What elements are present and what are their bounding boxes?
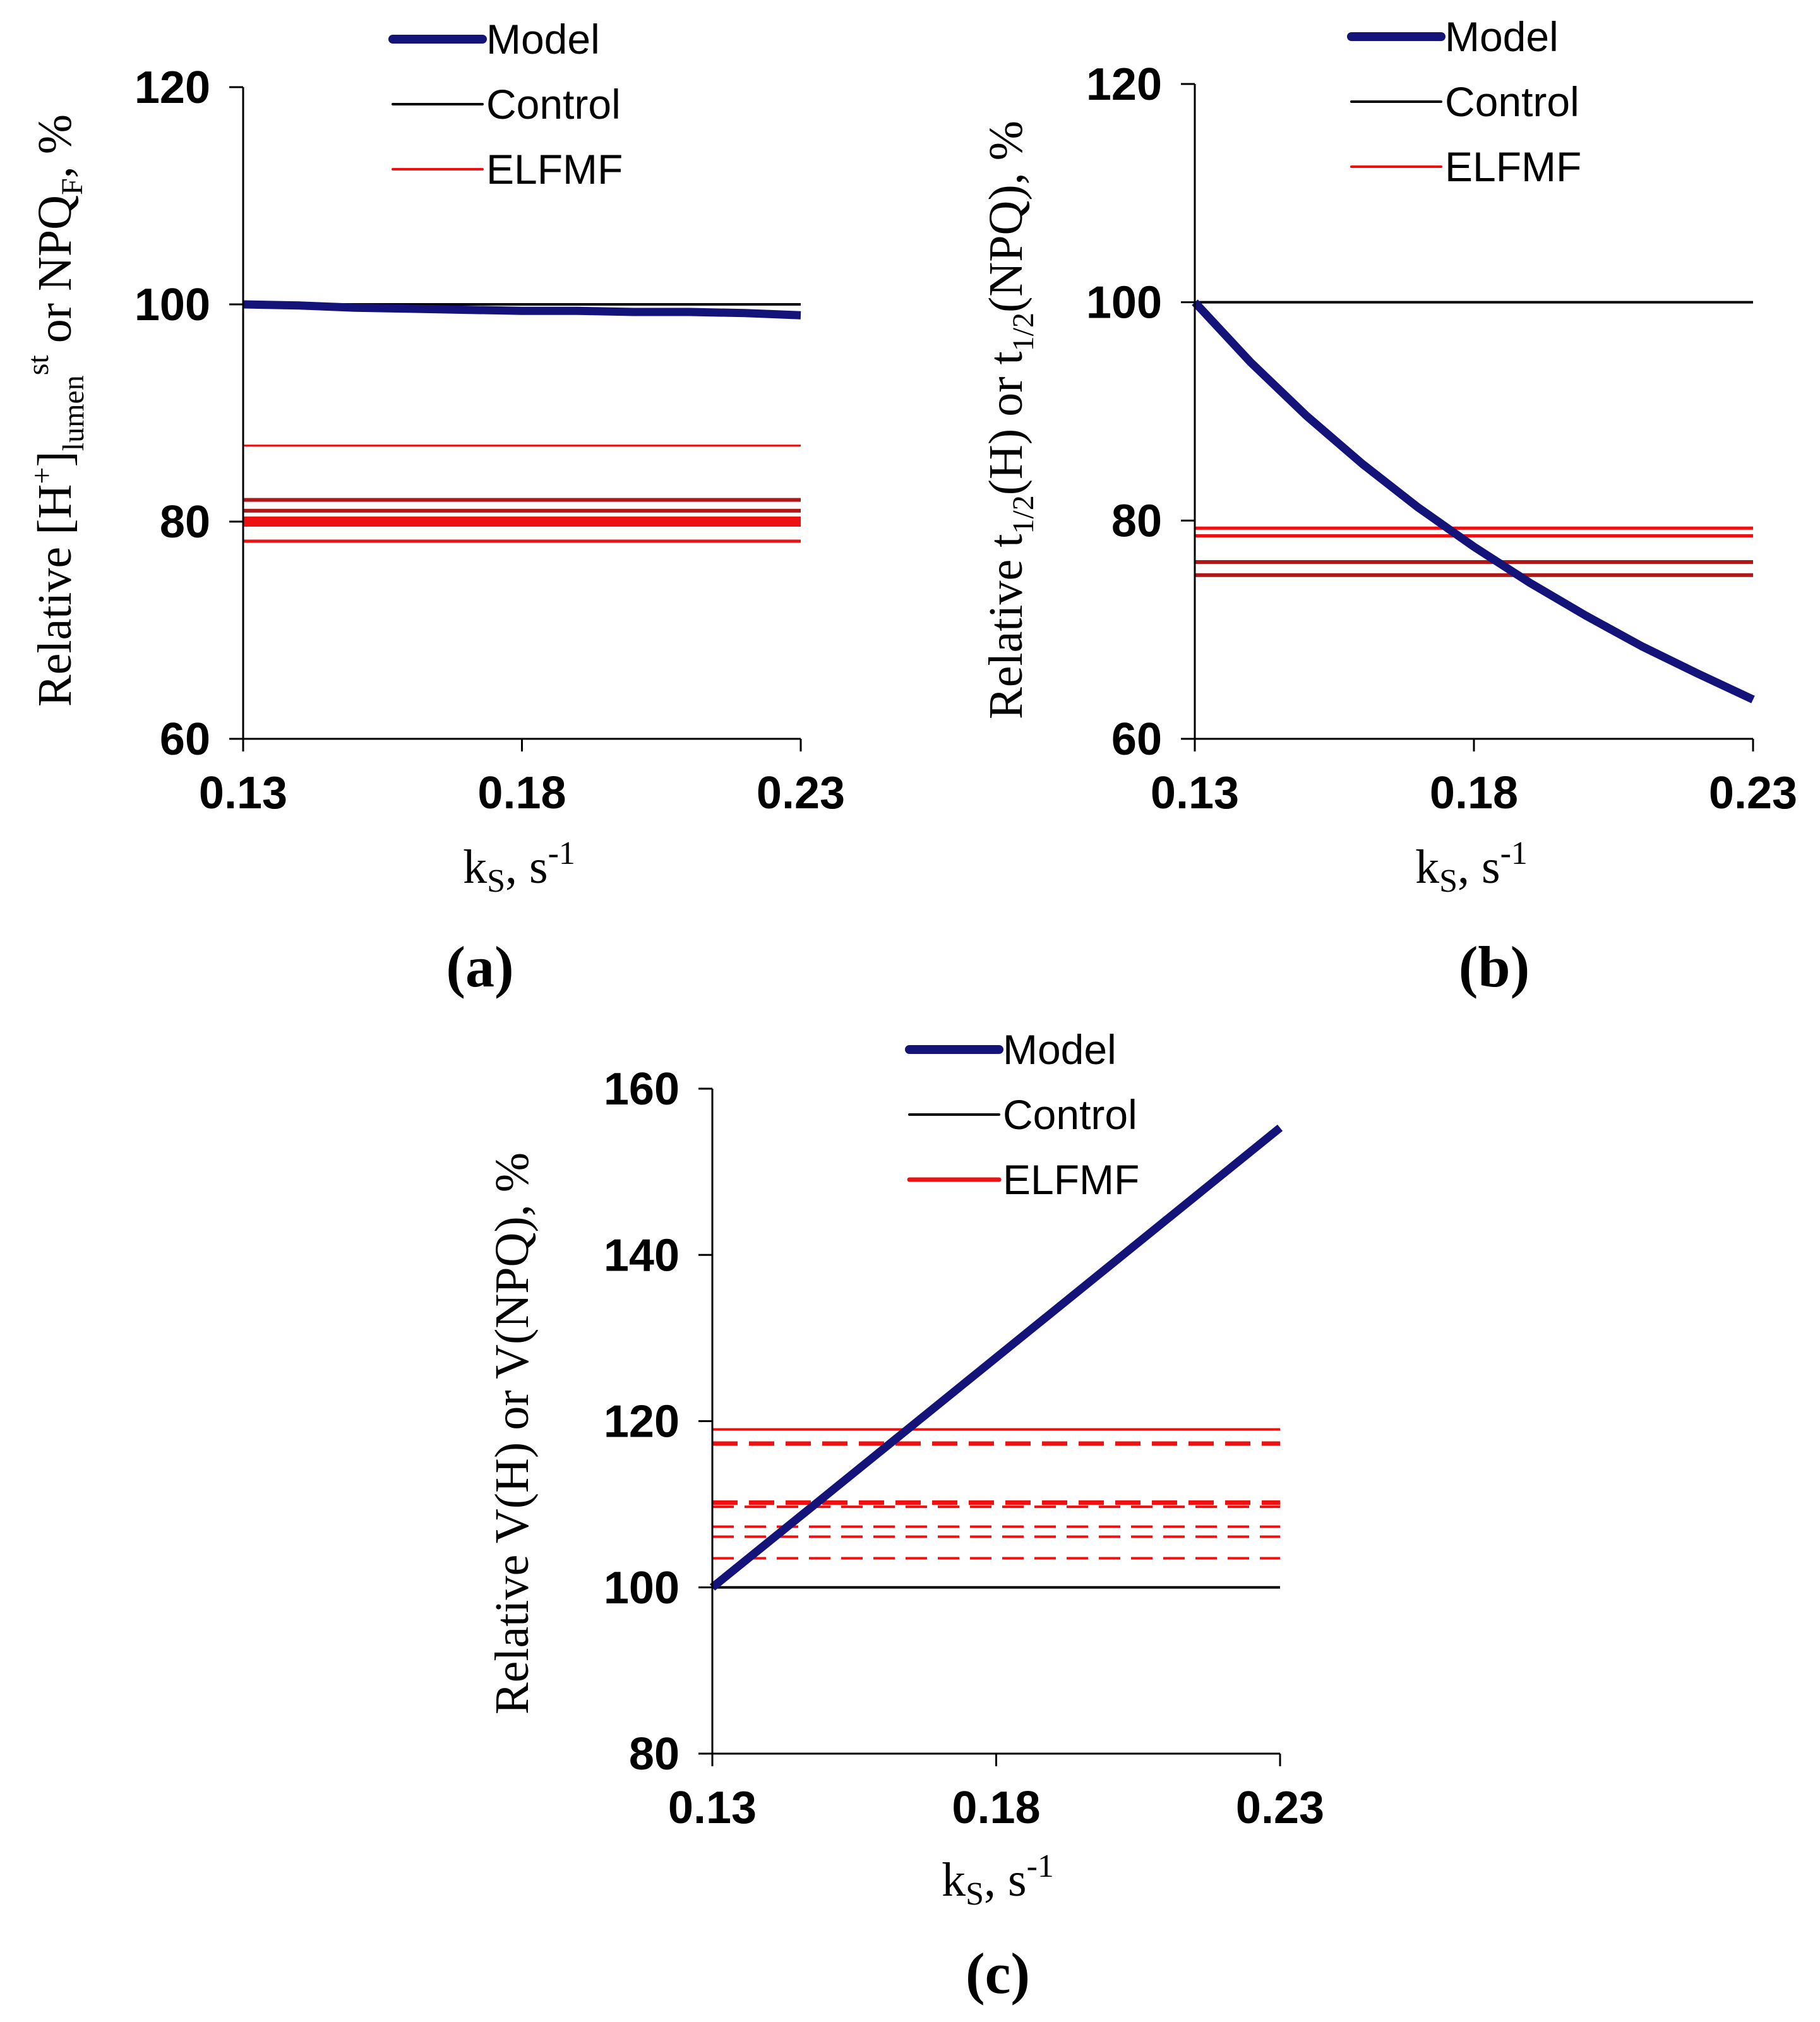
panel-b-y-axis-label: Relative t1/2(H) or t1/2(NPQ), %	[979, 121, 1040, 719]
panel-c-x-tick-label: 0.13	[668, 1783, 757, 1833]
panel-c-y-tick-label: 120	[604, 1397, 680, 1447]
panel-b-y-tick-label: 100	[1086, 278, 1162, 328]
panel-c-y-tick-label: 160	[604, 1064, 680, 1115]
panel-a-legend-label-model: Model	[486, 16, 600, 63]
panel-b-x-tick-label: 0.23	[1709, 768, 1797, 818]
panel-c-y-axis-label: Relative V(H) or V(NPQ), %	[486, 1152, 539, 1714]
panel-c-y-tick-label: 80	[629, 1729, 680, 1780]
panel-a-legend: Model Control ELFMF	[388, 16, 623, 193]
panel-c-legend-label-control: Control	[1003, 1091, 1137, 1138]
panel-a-y-tick-label: 100	[135, 280, 210, 330]
panel-a-x-tick-label: 0.13	[199, 768, 287, 818]
panel-a-x-tick-label: 0.18	[477, 768, 566, 818]
panel-b-legend-label-model: Model	[1445, 13, 1559, 60]
panel-c-legend: Model Control ELFMF	[905, 1026, 1139, 1203]
panel-c-x-axis-label: kS, s-1	[942, 1848, 1054, 1912]
panel-a-axes: 60 80 100 120 0.13 0.18 0.23	[135, 63, 845, 818]
panel-a-y-tick-label: 120	[135, 63, 210, 113]
panel-c-x-tick-label: 0.23	[1236, 1783, 1324, 1833]
panel-b-y-tick-label: 80	[1111, 496, 1162, 546]
panel-c-axes: 80 100 120 140 160 0.13 0.18 0.23	[604, 1064, 1324, 1833]
panel-a-chart: 60 80 100 120 0.13 0.18 0.23 Model Control ELFMF…	[21, 16, 845, 999]
panel-b-legend: Model Control ELFMF	[1347, 13, 1581, 190]
panel-a-legend-label-elfmf: ELFMF	[486, 146, 623, 193]
panel-a-y-tick-label: 60	[160, 714, 210, 765]
panel-c-series	[709, 1124, 1283, 1591]
panel-a-x-axis-label: kS, s-1	[463, 835, 575, 899]
panel-a-legend-label-control: Control	[486, 81, 621, 128]
panel-a-y-axis-label: Relative [H+]lumenst or NPQF, %	[21, 114, 90, 707]
panel-b-x-tick-label: 0.13	[1151, 768, 1239, 818]
panel-b-x-axis-label: kS, s-1	[1415, 835, 1528, 899]
panel-c-label: (c)	[966, 1941, 1030, 2006]
panel-b-label: (b)	[1459, 935, 1530, 999]
panel-b-legend-label-elfmf: ELFMF	[1445, 143, 1581, 190]
panel-b-legend-label-control: Control	[1445, 78, 1579, 125]
panel-b-y-tick-label: 60	[1111, 714, 1162, 765]
panel-c-y-tick-label: 140	[604, 1230, 680, 1281]
panel-b-x-tick-label: 0.18	[1430, 768, 1518, 818]
panel-b-model-line	[1192, 299, 1755, 703]
panel-a-model-line	[242, 300, 801, 320]
panel-a-series	[242, 300, 801, 543]
panel-c-chart: 80 100 120 140 160 0.13 0.18 0.23 Model Control E…	[486, 1026, 1324, 2006]
panel-c-model-line	[709, 1124, 1283, 1591]
panel-c-legend-label-elfmf: ELFMF	[1003, 1156, 1139, 1203]
panel-b-series	[1192, 299, 1755, 703]
panel-a-label: (a)	[446, 935, 513, 999]
panel-a-x-tick-label: 0.23	[757, 768, 845, 818]
panel-c-y-tick-label: 100	[604, 1563, 680, 1613]
panel-a-y-tick-label: 80	[160, 497, 210, 547]
panel-b-chart: 60 80 100 120 0.13 0.18 0.23 Model Control ELFMF…	[979, 13, 1797, 999]
panel-b-axes: 60 80 100 120 0.13 0.18 0.23	[1086, 59, 1797, 818]
panel-c-x-tick-label: 0.18	[952, 1783, 1040, 1833]
panel-b-y-tick-label: 120	[1086, 59, 1162, 110]
panel-c-legend-label-model: Model	[1003, 1026, 1117, 1073]
